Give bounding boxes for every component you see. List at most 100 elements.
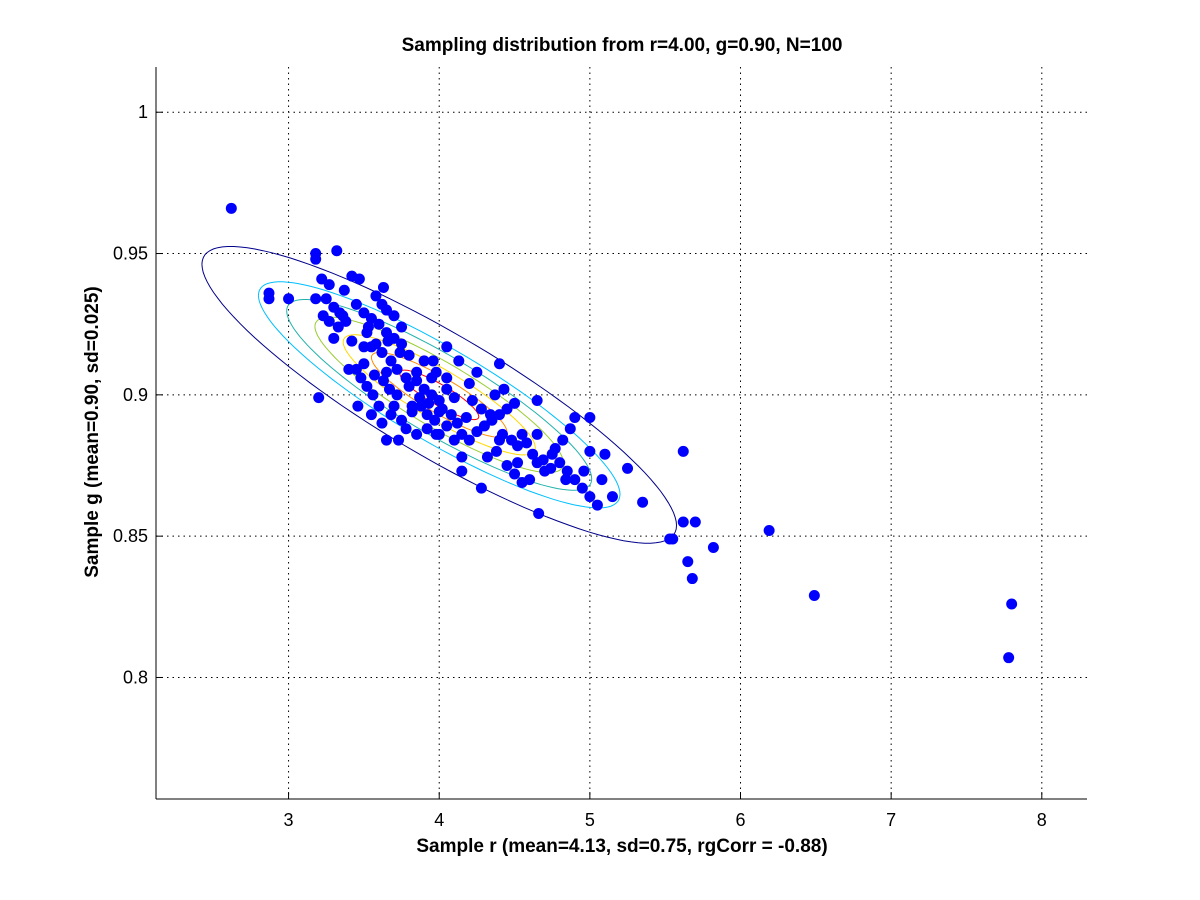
data-point bbox=[388, 310, 400, 322]
data-point bbox=[423, 397, 435, 409]
data-point bbox=[365, 409, 377, 421]
data-point bbox=[763, 525, 775, 537]
data-point bbox=[370, 290, 382, 302]
data-point bbox=[316, 273, 328, 285]
data-point bbox=[418, 355, 430, 367]
data-point bbox=[320, 293, 332, 305]
data-point bbox=[545, 462, 557, 474]
data-point bbox=[451, 417, 463, 429]
data-point bbox=[418, 383, 430, 395]
data-point bbox=[377, 375, 389, 387]
data-point bbox=[448, 434, 460, 446]
data-point bbox=[365, 341, 377, 353]
data-point bbox=[310, 293, 322, 305]
y-tick-label: 1 bbox=[138, 102, 148, 122]
chart-title: Sampling distribution from r=4.00, g=0.9… bbox=[402, 35, 843, 56]
data-point bbox=[808, 590, 820, 602]
data-point bbox=[396, 321, 408, 333]
scatter-points bbox=[225, 202, 1018, 664]
data-point bbox=[677, 516, 689, 528]
axes-frame bbox=[155, 67, 1087, 800]
data-point bbox=[340, 315, 352, 327]
contour-line bbox=[257, 281, 621, 509]
data-point bbox=[578, 465, 590, 477]
data-point bbox=[283, 293, 295, 305]
data-point bbox=[441, 372, 453, 384]
x-tick-label: 8 bbox=[1037, 810, 1047, 830]
x-tick-label: 4 bbox=[434, 810, 444, 830]
data-point bbox=[707, 541, 719, 553]
data-point bbox=[478, 420, 490, 432]
data-point bbox=[373, 318, 385, 330]
data-point bbox=[637, 496, 649, 508]
data-point bbox=[343, 363, 355, 375]
data-point bbox=[537, 454, 549, 466]
x-tick-label: 5 bbox=[585, 810, 595, 830]
data-point bbox=[493, 409, 505, 421]
data-point bbox=[557, 434, 569, 446]
data-point bbox=[323, 279, 335, 291]
data-point bbox=[516, 428, 528, 440]
data-point bbox=[533, 508, 545, 520]
data-point bbox=[323, 315, 335, 327]
data-point bbox=[433, 428, 445, 440]
data-point bbox=[429, 414, 441, 426]
data-point bbox=[358, 307, 370, 319]
data-point bbox=[313, 392, 325, 404]
y-tick-label: 0.8 bbox=[123, 667, 148, 687]
data-point bbox=[599, 448, 611, 460]
data-point bbox=[334, 307, 346, 319]
data-point bbox=[441, 341, 453, 353]
data-point bbox=[338, 284, 350, 296]
data-point bbox=[385, 409, 397, 421]
data-point bbox=[385, 355, 397, 367]
data-point bbox=[686, 573, 698, 585]
data-point bbox=[475, 482, 487, 494]
data-point bbox=[328, 332, 340, 344]
y-axis-label: Sample g (mean=0.90, sd=0.025) bbox=[82, 286, 103, 578]
x-tick-label: 6 bbox=[736, 810, 746, 830]
data-point bbox=[475, 403, 487, 415]
data-point bbox=[380, 327, 392, 339]
data-point bbox=[376, 417, 388, 429]
data-point bbox=[263, 293, 275, 305]
contour-line bbox=[201, 246, 678, 544]
data-point bbox=[426, 389, 438, 401]
data-point bbox=[411, 428, 423, 440]
data-point bbox=[368, 369, 380, 381]
data-point bbox=[484, 409, 496, 421]
data-point bbox=[421, 409, 433, 421]
data-point bbox=[403, 380, 415, 392]
data-point bbox=[441, 420, 453, 432]
data-point bbox=[501, 403, 513, 415]
data-point bbox=[527, 448, 539, 460]
data-point bbox=[466, 394, 478, 406]
data-point bbox=[490, 445, 502, 457]
data-point bbox=[498, 383, 510, 395]
data-point bbox=[456, 465, 468, 477]
data-point bbox=[400, 423, 412, 435]
data-point bbox=[393, 434, 405, 446]
data-point bbox=[426, 372, 438, 384]
data-point bbox=[373, 400, 385, 412]
data-point bbox=[512, 440, 524, 452]
data-point bbox=[414, 392, 426, 404]
data-point bbox=[512, 457, 524, 469]
x-axis-label: Sample r (mean=4.13, sd=0.75, rgCorr = -… bbox=[416, 836, 827, 857]
data-point bbox=[667, 533, 679, 545]
data-point bbox=[445, 409, 457, 421]
data-point bbox=[471, 366, 483, 378]
data-point bbox=[411, 375, 423, 387]
data-point bbox=[361, 380, 373, 392]
data-point bbox=[377, 281, 389, 293]
data-point bbox=[493, 358, 505, 370]
data-point bbox=[471, 426, 483, 438]
data-point bbox=[689, 516, 701, 528]
data-point bbox=[362, 321, 374, 333]
data-point bbox=[352, 400, 364, 412]
x-tick-label: 3 bbox=[284, 810, 294, 830]
data-point bbox=[403, 349, 415, 361]
data-point bbox=[591, 499, 603, 511]
data-point bbox=[509, 468, 521, 480]
data-point bbox=[346, 335, 358, 347]
